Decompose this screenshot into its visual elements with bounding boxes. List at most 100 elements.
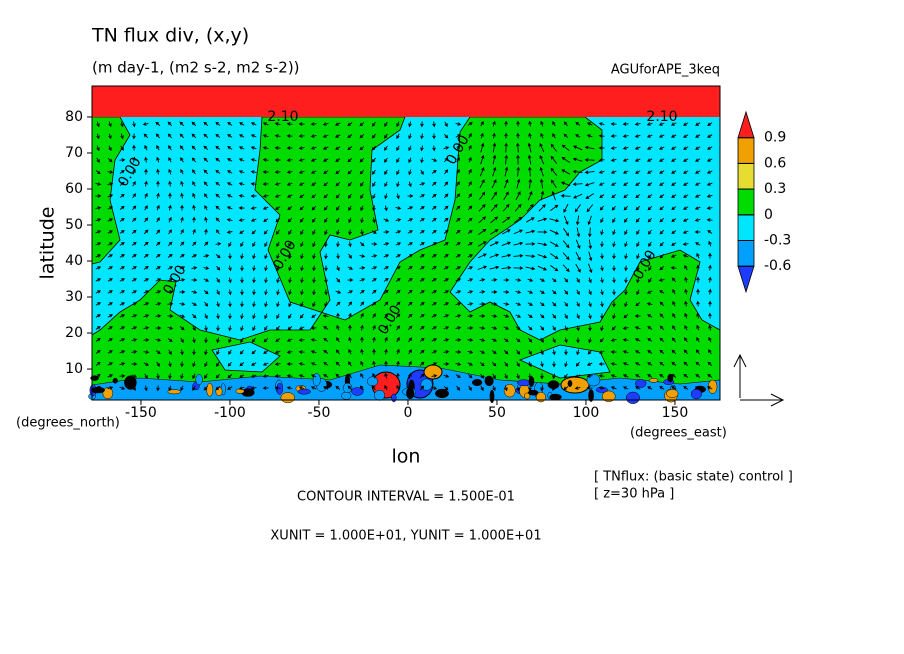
plot-frame (91, 85, 721, 401)
experiment-label: AGUforAPE_3keq (611, 63, 720, 78)
vector-arrow (419, 206, 425, 210)
vector-arrow (384, 372, 388, 379)
vector-arrow (131, 326, 138, 330)
vector-arrow (298, 386, 305, 390)
vector-arrow (288, 265, 292, 272)
vector-arrow (228, 241, 232, 248)
vector-arrow (250, 386, 257, 390)
vector-arrow (108, 121, 112, 128)
vector-arrow (107, 157, 113, 163)
vector-arrow (274, 170, 281, 174)
plot-area (88, 85, 721, 404)
vector-arrow (491, 302, 498, 306)
vector-arrow (132, 133, 136, 140)
colorbar-label: -0.3 (764, 233, 791, 249)
vector-arrow (383, 266, 389, 270)
vector-arrow (515, 302, 522, 306)
vector-arrow (456, 193, 461, 199)
vector-arrow (312, 253, 316, 260)
vector-arrow (671, 158, 677, 162)
vector-arrow (646, 302, 653, 306)
vector-arrow (310, 350, 317, 354)
vector-arrow (696, 288, 700, 295)
vector-arrow (683, 349, 688, 355)
vector-arrow (420, 169, 424, 175)
vector-arrow (634, 338, 641, 342)
colorbar-segment (737, 163, 755, 190)
vector-arrow (408, 360, 412, 367)
vector-arrow (311, 217, 316, 223)
vector-arrow (683, 361, 689, 367)
vector-arrow (251, 229, 257, 235)
vector-arrow (598, 386, 605, 390)
vector-arrow (311, 205, 317, 211)
vector-arrow (407, 301, 413, 306)
vector-arrow (168, 349, 172, 355)
vector-arrow (683, 373, 689, 378)
vector-arrow (204, 216, 208, 223)
vector-arrow (360, 312, 364, 319)
vector-arrow (384, 384, 388, 391)
vector-arrow (383, 230, 390, 234)
vector-arrow (226, 218, 233, 222)
vector-arrow (216, 325, 220, 332)
vector-arrow (572, 157, 583, 162)
vector-arrow (468, 385, 472, 391)
vector-arrow (95, 338, 101, 342)
vector-arrow (371, 254, 378, 258)
vector-arrow (612, 289, 616, 296)
vector-arrow (572, 182, 583, 186)
vector-arrow (431, 350, 438, 354)
vector-arrow (240, 265, 244, 272)
vector-arrow (634, 314, 641, 318)
vector-arrow (611, 205, 616, 211)
vector-arrow (360, 348, 364, 355)
vector-arrow (563, 386, 569, 391)
vector-arrow (228, 289, 232, 296)
vector-arrow (467, 229, 473, 234)
vector-arrow (684, 264, 688, 271)
y-axis-label: latitude (37, 207, 59, 280)
vector-arrow (528, 120, 532, 127)
vector-arrow (274, 122, 281, 126)
vector-arrow (455, 290, 462, 294)
vector-arrow (192, 169, 196, 175)
vector-arrow (647, 170, 653, 174)
vector-arrow (119, 278, 125, 282)
vector-arrow (203, 278, 210, 282)
vector-arrow (478, 216, 487, 224)
vector-arrow (396, 157, 400, 163)
vector-arrow (262, 182, 269, 186)
vector-arrow (311, 182, 317, 186)
vector-arrow (636, 265, 640, 272)
vector-arrow (156, 192, 160, 199)
vector-arrow (552, 121, 556, 127)
vector-arrow (298, 182, 305, 186)
vector-arrow (299, 313, 304, 319)
vector-arrow (336, 337, 340, 343)
vector-arrow (324, 289, 328, 296)
vector-arrow (155, 350, 161, 354)
vector-arrow (252, 241, 256, 247)
vector-arrow (552, 133, 556, 139)
vector-arrow (407, 206, 414, 210)
vector-arrow (323, 205, 328, 211)
vector-arrow (384, 360, 388, 367)
vector-arrow (179, 241, 185, 247)
vector-arrow (262, 146, 269, 150)
note: [ z=30 hPa ] (594, 487, 674, 502)
vector-arrow (419, 278, 425, 282)
vector-arrow (347, 169, 353, 175)
vector-arrow (694, 170, 701, 174)
vector-arrow (610, 362, 617, 366)
vector-arrow (228, 337, 232, 344)
masked-region (92, 86, 720, 117)
vector-arrow (562, 252, 570, 261)
contour-region (560, 376, 590, 394)
vector-arrow (586, 386, 593, 390)
vector-arrow (647, 314, 653, 318)
vector-arrow (646, 146, 653, 150)
y-tick-label: 60 (65, 181, 83, 197)
vector-arrow (489, 253, 500, 258)
vector-arrow (310, 158, 317, 162)
